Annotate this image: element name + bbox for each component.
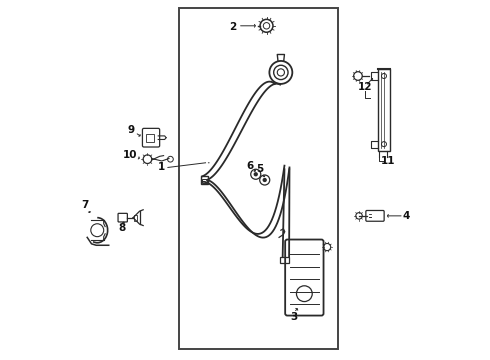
Text: 11: 11	[381, 156, 396, 166]
Text: 8: 8	[119, 224, 126, 233]
Bar	[202, 179, 207, 183]
Circle shape	[263, 178, 267, 182]
Text: 7: 7	[82, 200, 89, 210]
Text: 5: 5	[256, 164, 263, 174]
Text: 4: 4	[403, 211, 410, 221]
Circle shape	[254, 172, 258, 176]
Bar	[146, 134, 154, 142]
Text: 9: 9	[127, 125, 135, 135]
Text: 2: 2	[229, 22, 237, 32]
Bar	[201, 176, 208, 184]
Text: 6: 6	[246, 161, 253, 171]
Bar	[378, 69, 390, 151]
Text: 12: 12	[358, 82, 373, 92]
Text: 1: 1	[158, 162, 166, 172]
Bar	[134, 215, 137, 221]
Text: 3: 3	[290, 312, 297, 322]
Bar	[179, 8, 338, 348]
Text: 10: 10	[122, 150, 137, 160]
Bar	[280, 257, 289, 263]
